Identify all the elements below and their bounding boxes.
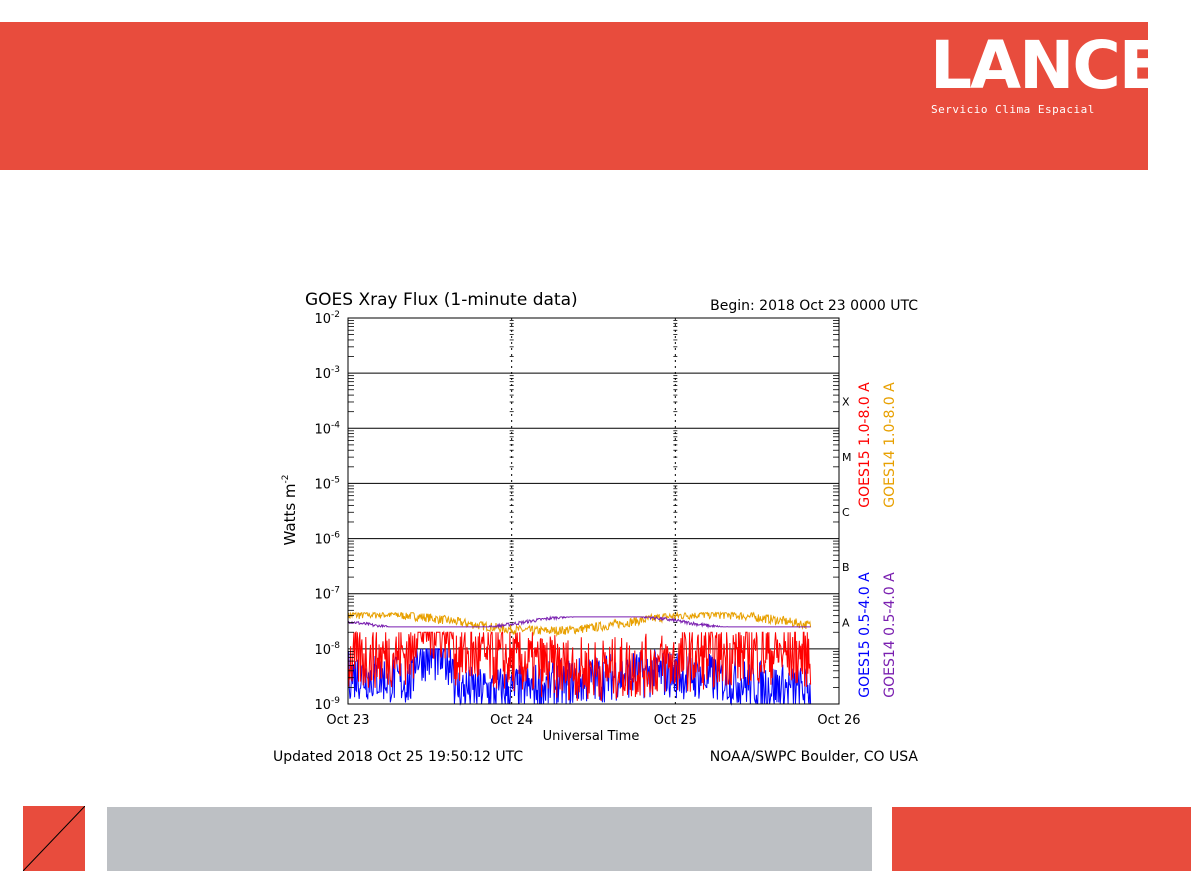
flare-class-label: A [842, 616, 850, 629]
goes-xray-chart: GOES Xray Flux (1-minute data) Begin: 20… [260, 280, 940, 770]
x-tick-label: Oct 25 [654, 713, 697, 728]
chart-title: GOES Xray Flux (1-minute data) [305, 290, 578, 310]
legend-label: GOES15 1.0-8.0 A [857, 382, 873, 508]
flare-class-label: B [842, 561, 850, 574]
x-tick-label: Oct 23 [326, 713, 369, 728]
series-line [347, 630, 812, 702]
chart-svg: GOES Xray Flux (1-minute data) Begin: 20… [273, 290, 919, 765]
flare-class-label: M [842, 451, 852, 464]
legend-label: GOES14 0.5-4.0 A [882, 572, 898, 698]
logo-wordmark: LANCE [930, 30, 1150, 100]
y-tick-label: 10-2 [314, 310, 340, 327]
y-tick-label: 10-5 [314, 475, 340, 492]
legend-entry: GOES14 1.0-8.0 A [882, 382, 898, 508]
diagonal-line-icon [23, 806, 85, 871]
series-line [347, 647, 812, 706]
updated-timestamp: Updated 2018 Oct 25 19:50:12 UTC [273, 749, 523, 765]
series-line [347, 610, 812, 637]
y-tick-label: 10-7 [314, 586, 340, 603]
footer-red-bar [892, 807, 1191, 871]
legend-entry: GOES14 0.5-4.0 A [882, 572, 898, 698]
lance-logo: LANCE [930, 30, 1150, 100]
legend-entry: GOES15 1.0-8.0 A [857, 382, 873, 508]
x-axis-label: Universal Time [543, 729, 640, 744]
header-band [0, 22, 1148, 170]
plot-area [348, 318, 839, 704]
y-tick-label: 10-6 [314, 531, 340, 548]
legend-entry: GOES15 0.5-4.0 A [857, 572, 873, 698]
y-tick-label: 10-9 [314, 696, 340, 713]
data-source: NOAA/SWPC Boulder, CO USA [710, 749, 919, 765]
y-axis-label: Watts m-2 [281, 474, 299, 545]
logo-subtitle: Servicio Clima Espacial [931, 103, 1095, 116]
footer-left-square [23, 806, 85, 871]
y-tick-label: 10-4 [314, 420, 340, 437]
legend-label: GOES15 0.5-4.0 A [857, 572, 873, 698]
chart-begin-label: Begin: 2018 Oct 23 0000 UTC [710, 298, 918, 314]
flare-class-label: C [842, 506, 850, 519]
flare-class-label: X [842, 396, 850, 409]
legend-label: GOES14 1.0-8.0 A [882, 382, 898, 508]
y-tick-label: 10-3 [314, 365, 340, 382]
series-line [347, 615, 811, 629]
y-tick-label: 10-8 [314, 641, 340, 658]
footer-gray-bar [107, 807, 872, 871]
plot-frame [347, 317, 840, 705]
x-tick-label: Oct 24 [490, 713, 533, 728]
x-tick-label: Oct 26 [817, 713, 860, 728]
